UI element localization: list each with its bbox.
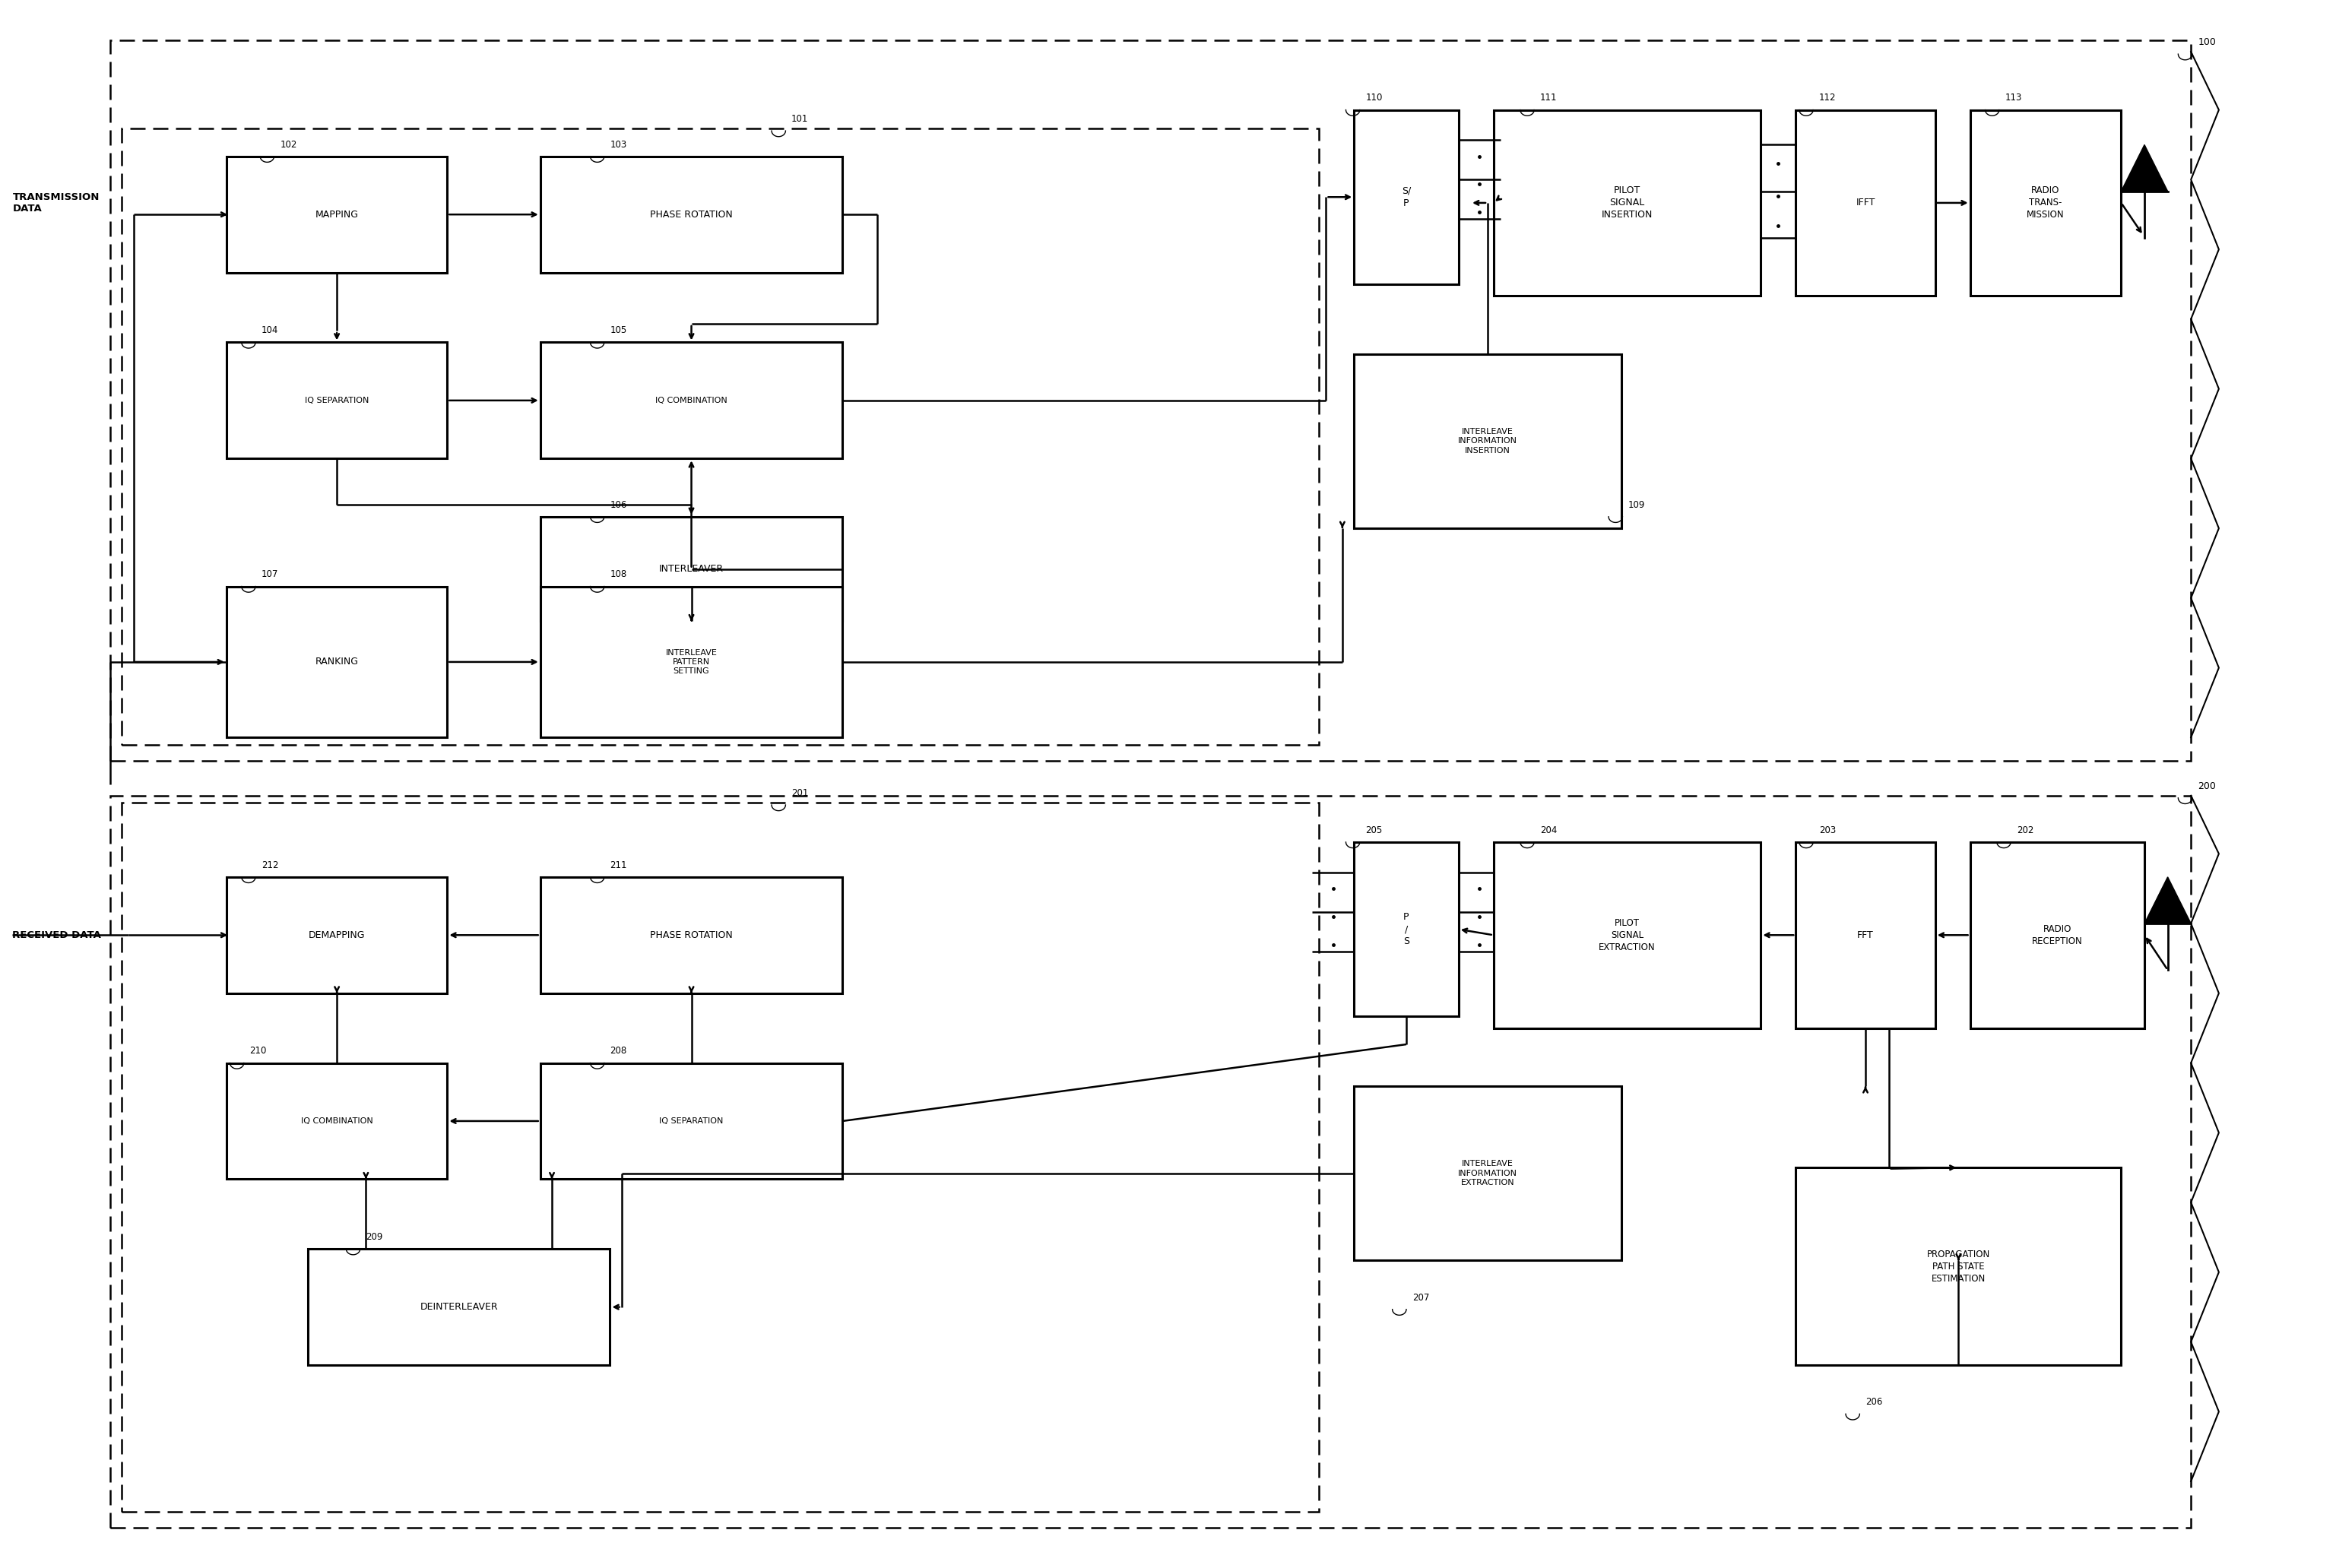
Text: MAPPING: MAPPING	[315, 210, 357, 220]
Text: 209: 209	[367, 1232, 383, 1242]
Text: 201: 201	[792, 789, 808, 798]
Text: 109: 109	[1628, 500, 1645, 510]
Text: RANKING: RANKING	[315, 657, 357, 666]
Text: INTERLEAVER: INTERLEAVER	[659, 564, 724, 574]
Bar	[1355, 354, 1621, 528]
Text: RECEIVED DATA: RECEIVED DATA	[12, 930, 100, 941]
Text: 205: 205	[1367, 825, 1383, 836]
Text: 102: 102	[280, 140, 297, 149]
Text: 111: 111	[1539, 93, 1558, 103]
Bar	[110, 41, 2191, 760]
Text: 110: 110	[1367, 93, 1383, 103]
Text: 206: 206	[1866, 1397, 1883, 1406]
Text: 104: 104	[262, 326, 278, 336]
Text: RADIO
RECEPTION: RADIO RECEPTION	[2032, 924, 2084, 946]
Text: IQ COMBINATION: IQ COMBINATION	[301, 1118, 374, 1124]
Text: P
/
S: P / S	[1404, 913, 1409, 947]
Bar	[227, 342, 446, 458]
Bar	[540, 157, 843, 273]
Text: 208: 208	[610, 1046, 626, 1055]
Bar	[1493, 842, 1761, 1029]
Text: 107: 107	[262, 569, 278, 580]
Bar	[540, 517, 843, 621]
Bar	[227, 586, 446, 737]
Bar	[1796, 110, 1934, 296]
Text: 112: 112	[1820, 93, 1836, 103]
Bar	[1355, 842, 1458, 1016]
Text: DEMAPPING: DEMAPPING	[308, 930, 364, 941]
Bar	[227, 157, 446, 273]
Bar	[1969, 110, 2121, 296]
Text: 210: 210	[250, 1046, 266, 1055]
Text: 105: 105	[610, 326, 626, 336]
Bar	[540, 586, 843, 737]
Bar	[227, 1063, 446, 1179]
Bar	[110, 795, 2191, 1527]
Text: 203: 203	[1820, 825, 1836, 836]
Bar	[540, 1063, 843, 1179]
Text: PHASE ROTATION: PHASE ROTATION	[649, 930, 734, 941]
Text: 101: 101	[792, 114, 808, 124]
Text: FFT: FFT	[1857, 930, 1873, 941]
Text: S/
P: S/ P	[1402, 187, 1411, 209]
Text: PILOT
SIGNAL
EXTRACTION: PILOT SIGNAL EXTRACTION	[1598, 917, 1656, 952]
Bar	[227, 877, 446, 993]
Bar	[1969, 842, 2144, 1029]
Text: 106: 106	[610, 500, 626, 510]
Text: PROPAGATION
PATH STATE
ESTIMATION: PROPAGATION PATH STATE ESTIMATION	[1927, 1250, 1990, 1284]
Bar	[1355, 110, 1458, 284]
Text: RADIO
TRANS-
MISSION: RADIO TRANS- MISSION	[2028, 185, 2065, 220]
Bar	[1796, 842, 1934, 1029]
Text: INTERLEAVE
INFORMATION
INSERTION: INTERLEAVE INFORMATION INSERTION	[1458, 428, 1518, 455]
Bar	[1355, 1087, 1621, 1261]
Bar	[540, 342, 843, 458]
Text: 103: 103	[610, 140, 626, 149]
Text: 202: 202	[2016, 825, 2035, 836]
Text: PHASE ROTATION: PHASE ROTATION	[649, 210, 734, 220]
Text: PILOT
SIGNAL
INSERTION: PILOT SIGNAL INSERTION	[1602, 185, 1654, 220]
Bar	[308, 1248, 610, 1366]
Text: 113: 113	[2004, 93, 2023, 103]
Bar	[1796, 1168, 2121, 1366]
Text: 200: 200	[2198, 781, 2217, 790]
Text: IQ SEPARATION: IQ SEPARATION	[304, 397, 369, 405]
Text: 207: 207	[1413, 1292, 1430, 1303]
Bar	[121, 129, 1320, 745]
Text: DEINTERLEAVER: DEINTERLEAVER	[420, 1301, 498, 1312]
Text: 100: 100	[2198, 38, 2217, 47]
Text: TRANSMISSION
DATA: TRANSMISSION DATA	[12, 193, 100, 213]
Bar	[121, 803, 1320, 1512]
Text: INTERLEAVE
PATTERN
SETTING: INTERLEAVE PATTERN SETTING	[666, 649, 717, 676]
Text: IQ COMBINATION: IQ COMBINATION	[656, 397, 726, 405]
Text: 108: 108	[610, 569, 626, 580]
Text: 211: 211	[610, 861, 626, 870]
Text: 212: 212	[262, 861, 278, 870]
Text: IQ SEPARATION: IQ SEPARATION	[659, 1118, 724, 1124]
Text: 204: 204	[1539, 825, 1558, 836]
Text: INTERLEAVE
INFORMATION
EXTRACTION: INTERLEAVE INFORMATION EXTRACTION	[1458, 1160, 1518, 1187]
Polygon shape	[2121, 144, 2168, 191]
Text: IFFT: IFFT	[1855, 198, 1876, 209]
Polygon shape	[2144, 877, 2191, 924]
Bar	[540, 877, 843, 993]
Bar	[1493, 110, 1761, 296]
